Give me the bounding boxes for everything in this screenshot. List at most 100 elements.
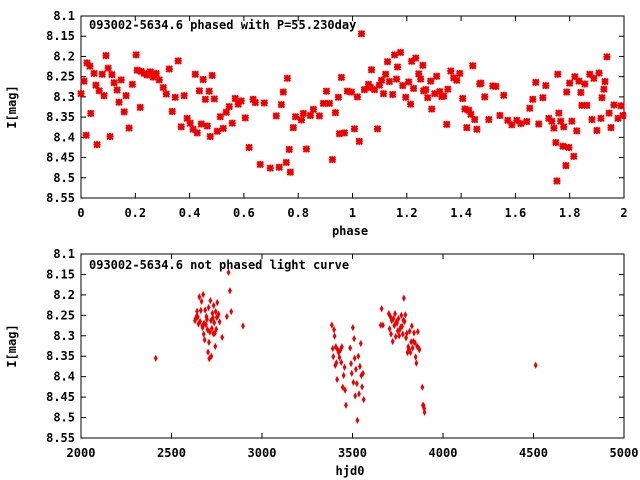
unphased-data-point — [343, 386, 348, 394]
phased-data-point — [275, 163, 283, 171]
unphased-data-point — [334, 359, 339, 367]
phased-data-point — [578, 101, 586, 110]
phased-data-point — [447, 67, 455, 75]
unphased-data-point — [412, 329, 416, 337]
phased-x-axis-title: phase — [332, 224, 368, 238]
unphased-data-point — [339, 358, 344, 366]
phased-data-point — [117, 76, 125, 84]
unphased-chart-title: 093002-5634.6 not phased light curve — [89, 258, 349, 272]
phased-data-point — [347, 88, 356, 96]
phased-data-point — [619, 111, 627, 120]
phased-y-tick-label: 8.1 — [53, 9, 75, 23]
phased-y-tick-label: 8.2 — [53, 49, 75, 63]
unphased-data-point — [224, 312, 229, 321]
phased-data-point — [122, 91, 130, 100]
phased-data-point — [152, 69, 160, 78]
unphased-data-point — [213, 308, 218, 316]
phased-data-point — [146, 68, 154, 76]
unphased-data-point — [413, 353, 418, 361]
phased-data-point — [334, 93, 343, 102]
phased-data-point — [237, 97, 245, 105]
phased-data-point — [601, 77, 609, 86]
phased-data-point — [557, 117, 565, 125]
phased-x-tick-label: 2 — [620, 206, 627, 220]
unphased-data-point — [340, 383, 345, 391]
unphased-data-point — [214, 325, 219, 333]
unphased-data-point — [400, 330, 405, 338]
unphased-data-point — [393, 310, 397, 318]
phased-data-point — [392, 75, 401, 83]
unphased-data-point — [420, 383, 425, 391]
phased-x-tick-label: 0.4 — [179, 206, 201, 220]
unphased-data-point — [198, 306, 203, 315]
unphased-data-point — [404, 334, 409, 342]
unphased-data-point — [205, 326, 210, 334]
unphased-data-point — [228, 287, 232, 295]
phased-data-point — [357, 30, 366, 38]
phased-data-point — [473, 125, 481, 133]
unphased-data-point — [350, 323, 355, 332]
phased-x-tick-label: 1.6 — [505, 206, 527, 220]
unphased-y-ticks: 8.1 8.15 8.2 8.25 8.3 8.35 8.4 8.45 8.5 8.55 — [46, 247, 624, 445]
unphased-data-point — [209, 324, 214, 333]
unphased-data-point — [422, 408, 427, 416]
unphased-x-tick-label: 4500 — [519, 446, 548, 460]
phased-y-axis-title: I[mag] — [5, 85, 19, 128]
phased-data-point — [593, 126, 601, 135]
phased-data-point — [560, 123, 568, 131]
phased-data-point — [322, 87, 331, 95]
phased-data-point — [614, 114, 622, 123]
phased-data-point — [529, 95, 537, 104]
unphased-data-point — [360, 383, 365, 391]
phased-data-point — [282, 158, 290, 167]
unphased-data-point — [388, 312, 393, 321]
phased-data-point — [149, 73, 157, 81]
phased-data-point — [343, 87, 352, 95]
unphased-data-point — [217, 318, 222, 326]
unphased-data-point — [349, 369, 354, 378]
phased-x-tick-label: 1.8 — [559, 206, 581, 220]
unphased-data-point — [202, 336, 207, 344]
phased-data-point — [210, 95, 219, 103]
phased-data-point — [353, 93, 362, 101]
phased-data-point — [390, 51, 399, 59]
phased-data-point — [554, 70, 562, 78]
unphased-data-point — [408, 348, 413, 357]
phased-y-tick-label: 8.45 — [46, 151, 75, 165]
unphased-x-tick-label: 2500 — [157, 446, 186, 460]
phased-data-point — [100, 91, 108, 100]
phased-data-point — [443, 120, 451, 129]
phased-data-point — [407, 57, 416, 66]
unphased-data-point — [389, 330, 393, 338]
phased-data-point — [165, 65, 173, 73]
unphased-y-tick-label: 8.25 — [46, 308, 75, 322]
phased-data-point — [125, 124, 133, 132]
phased-data-point — [603, 53, 611, 61]
phased-chart-panel: 0 0.2 0.4 0.6 0.8 1 1.2 1.4 1.6 1.8 2 8.18.158.28.… — [5, 9, 628, 238]
phased-data-point — [120, 108, 128, 116]
unphased-data-point — [208, 296, 213, 305]
phased-data-point — [423, 93, 432, 102]
unphased-data-point — [220, 333, 225, 342]
unphased-data-point — [395, 319, 399, 327]
phased-data-point — [171, 93, 179, 102]
unphased-data-point — [356, 352, 361, 360]
phased-data-point — [577, 88, 585, 97]
unphased-x-ticks: 2000 2500 3000 3500 4000 4500 5000 — [67, 254, 638, 460]
phased-data-point — [402, 93, 410, 102]
unphased-data-point — [212, 329, 217, 337]
phased-data-point — [464, 106, 473, 114]
phased-data-point — [431, 89, 439, 98]
phased-data-point — [607, 123, 615, 132]
unphased-data-point — [332, 332, 337, 340]
unphased-data-point — [414, 359, 419, 367]
unphased-data-point — [415, 328, 420, 336]
phased-data-point — [590, 74, 598, 82]
phased-data-point — [416, 75, 425, 83]
unphased-data-point — [357, 362, 362, 371]
unphased-data-point — [361, 369, 365, 378]
phased-data-point — [289, 123, 298, 132]
phased-data-point — [113, 86, 121, 94]
unphased-data-point — [390, 337, 395, 346]
phased-data-point — [87, 109, 95, 118]
